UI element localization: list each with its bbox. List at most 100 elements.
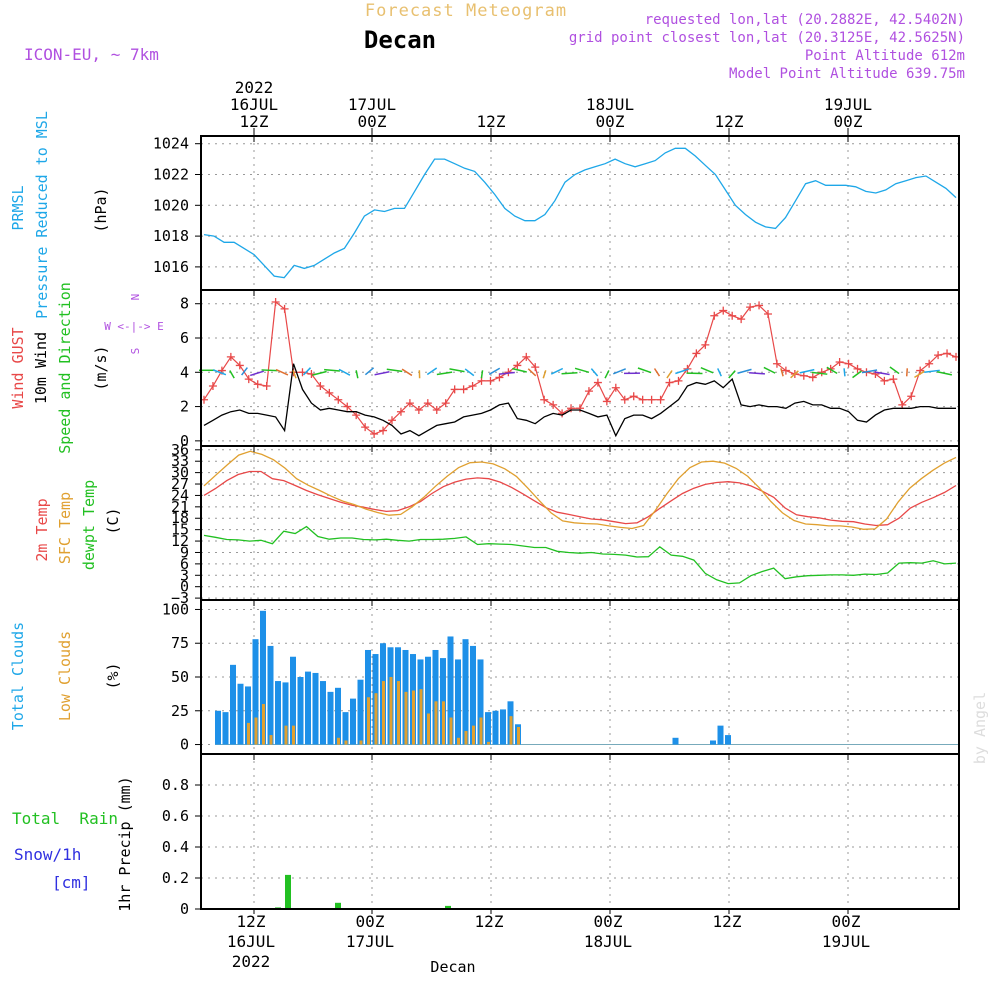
- wind-direction-arrow: [241, 367, 248, 376]
- low-cloud-bar: [517, 726, 520, 745]
- gust-marker: [943, 349, 952, 358]
- total-cloud-bar: [470, 645, 476, 745]
- svg-text:12Z: 12Z: [237, 912, 266, 931]
- total-cloud-bar: [350, 698, 356, 745]
- wind-direction-arrow: [324, 368, 340, 372]
- wind-direction-arrow: [604, 370, 610, 379]
- hpa-unit: (hPa): [92, 187, 110, 232]
- gust-marker: [674, 376, 683, 385]
- wind-direction-arrow: [499, 371, 515, 375]
- gridpoint-coords: grid point closest lon,lat (20.3125E, 42…: [569, 30, 965, 46]
- wind-direction-arrow: [449, 368, 465, 373]
- pressure-panel: 1016 1018 1020 1022 1024: [153, 135, 960, 291]
- snow-label: Snow/1h: [14, 845, 81, 864]
- location-title: Decan: [364, 26, 436, 54]
- gust-marker: [889, 375, 898, 384]
- low-cloud-bar: [427, 713, 430, 745]
- temp-ytick-label: 30: [171, 464, 189, 482]
- low-cloud-bar: [344, 740, 348, 745]
- total-cloud-bar: [245, 686, 251, 745]
- gust-marker: [343, 402, 352, 411]
- precip-ytick-label: 0.2: [162, 869, 189, 887]
- wind-direction-arrow: [653, 368, 661, 377]
- total-rain-label: Total Rain: [12, 809, 118, 828]
- svg-text:00Z: 00Z: [834, 112, 863, 131]
- gust-marker: [934, 351, 943, 360]
- low-cloud-bar: [442, 701, 445, 745]
- temp-ytick-label: 0: [180, 578, 189, 596]
- gust-marker: [781, 366, 790, 375]
- svg-text:12Z: 12Z: [713, 912, 742, 931]
- gust-marker: [835, 358, 844, 366]
- temp-ytick-label: 24: [171, 486, 189, 504]
- wind-direction-arrow: [889, 366, 900, 375]
- wind-ytick-label: 8: [180, 295, 189, 313]
- temp-ytick-label: 12: [171, 532, 189, 550]
- svg-text:12Z: 12Z: [477, 112, 506, 131]
- dewpt-line: [203, 525, 957, 585]
- wind-direction-arrow: [561, 372, 578, 375]
- svg-text:N: N: [129, 294, 142, 301]
- wind-direction-arrow: [550, 367, 564, 375]
- svg-text:12Z: 12Z: [475, 912, 504, 931]
- total-cloud-bar: [267, 645, 274, 745]
- total-cloud-bar: [297, 677, 304, 745]
- svg-text:2022: 2022: [235, 78, 274, 97]
- total-cloud-bar: [485, 712, 491, 745]
- gust-marker: [450, 385, 459, 394]
- wind-direction-arrow: [229, 370, 235, 379]
- model-point-altitude: Model Point Altitude 639.75m: [729, 66, 965, 82]
- wind-direction-arrow: [799, 368, 815, 374]
- wind-direction-arrow: [737, 368, 752, 374]
- low-cloud-bar: [434, 701, 438, 745]
- total-cloud-bar: [237, 683, 244, 745]
- wind-ytick-label: 0: [180, 432, 189, 450]
- gust-marker: [799, 371, 808, 380]
- total-cloud-bar: [252, 639, 259, 745]
- gust-marker: [611, 383, 620, 392]
- gust-marker: [656, 395, 665, 404]
- wind-direction-arrow: [637, 367, 652, 374]
- temp-ytick-label: 6: [180, 555, 189, 573]
- gust-marker: [710, 311, 719, 320]
- low-clouds-label: Low Clouds: [56, 631, 74, 721]
- precip-ytick-label: 0.8: [162, 776, 189, 794]
- requested-coords: requested lon,lat (20.2882E, 42.5402N): [645, 12, 965, 28]
- gust-marker: [316, 382, 325, 390]
- gust-marker: [817, 368, 826, 377]
- gust-marker: [584, 387, 593, 396]
- low-cloud-bar: [269, 735, 273, 745]
- gust-marker: [593, 378, 602, 387]
- low-cloud-bar: [404, 691, 408, 745]
- gust-marker: [907, 392, 916, 401]
- svg-text:00Z: 00Z: [356, 912, 385, 931]
- gust-marker: [271, 298, 280, 306]
- degc-unit: (C): [104, 507, 122, 534]
- total-cloud-bar: [327, 691, 334, 745]
- svg-text:12Z: 12Z: [715, 112, 744, 131]
- wind-direction-arrow: [464, 368, 475, 377]
- wind-direction-arrow: [924, 369, 940, 373]
- low-cloud-bar: [254, 717, 258, 745]
- total-cloud-bar: [275, 681, 281, 745]
- pressure-ytick-label: 1018: [153, 227, 189, 245]
- gust-marker: [853, 364, 862, 373]
- total-cloud-bar: [335, 687, 341, 745]
- top-axis-label: 12Z: [477, 112, 506, 131]
- gust-marker: [602, 397, 611, 406]
- prmsl-label: PRMSL: [9, 185, 27, 230]
- compass-icon: N W <-|-> E S: [104, 294, 164, 355]
- svg-text:W <-|-> E: W <-|-> E: [104, 320, 164, 333]
- svg-text:00Z: 00Z: [596, 112, 625, 131]
- wind-direction-arrow: [780, 368, 784, 377]
- low-cloud-bar: [359, 740, 363, 745]
- total-cloud-bar: [432, 649, 439, 745]
- total-cloud-bar: [725, 735, 731, 745]
- wind-ytick-label: 4: [180, 363, 189, 381]
- cloud-ytick-label: 0: [180, 736, 189, 754]
- temp-ytick-label: 27: [171, 475, 189, 493]
- svg-text:16JUL: 16JUL: [230, 95, 278, 114]
- wind-direction-arrow: [666, 370, 673, 379]
